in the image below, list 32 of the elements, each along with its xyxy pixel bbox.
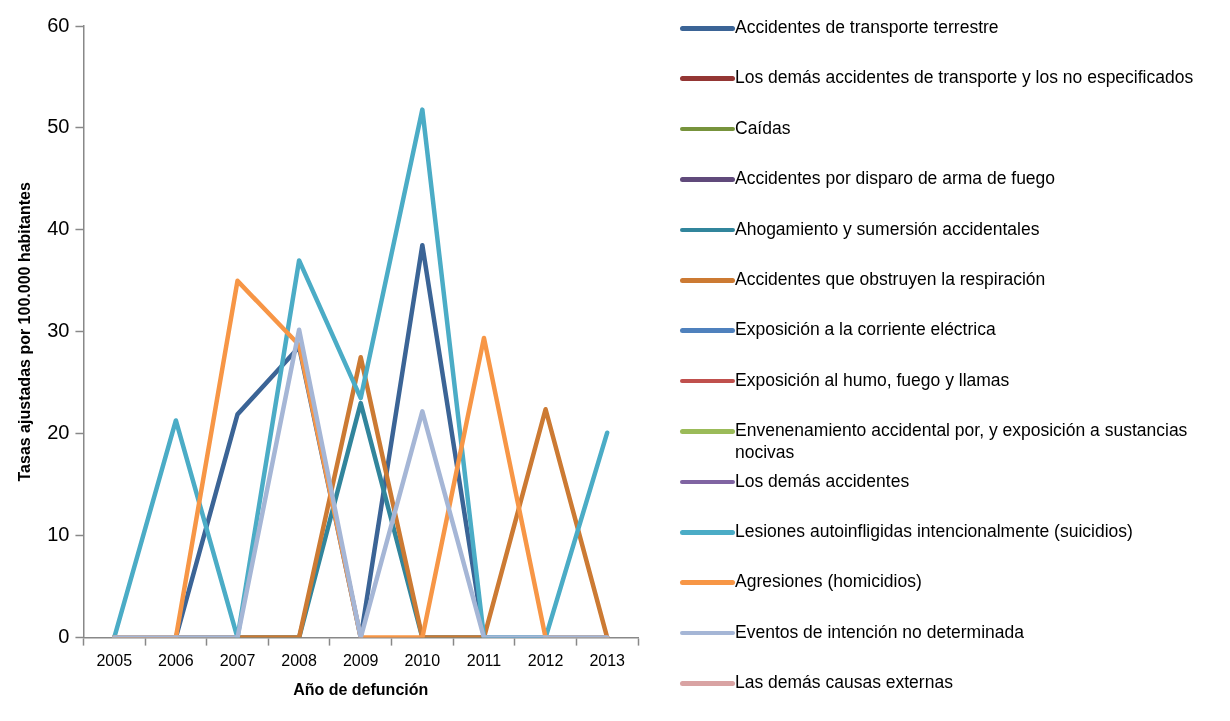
x-tick-label: 2005 xyxy=(96,651,133,669)
legend-label: Los demás accidentes de transporte y los no especificados xyxy=(735,66,1195,89)
legend-label: Lesiones autoinfligidas intencionalmente (suicidios) xyxy=(735,520,1134,542)
x-tick-label: 2009 xyxy=(342,651,379,669)
y-tick-label: 40 xyxy=(47,217,70,240)
legend-label: Exposición a la corriente eléctrica xyxy=(735,318,997,341)
legend-label: Ahogamiento y sumersión accidentales xyxy=(735,217,1041,240)
x-tick-label: 2006 xyxy=(158,651,194,669)
legend-label: Accidentes por disparo de arma de fuego xyxy=(735,167,1057,190)
y-tick-label: 50 xyxy=(47,115,70,138)
legend-label: Envenenamiento accidental por, y exposición a sustancias nocivas xyxy=(735,419,1189,464)
y-axis-title: Tasas ajustadas por 100.000 habitantes xyxy=(16,182,34,482)
legend-label: Los demás accidentes xyxy=(735,469,911,492)
legend-label: Accidentes de transporte terrestre xyxy=(735,16,1000,38)
x-tick-label: 2010 xyxy=(404,651,441,669)
x-tick-label: 2007 xyxy=(219,651,256,669)
y-tick-label: 0 xyxy=(58,625,70,648)
x-axis-title: Año de defunción xyxy=(293,680,429,698)
y-tick-label: 60 xyxy=(47,13,70,36)
x-tick-label: 2013 xyxy=(589,651,626,669)
y-tick-label: 10 xyxy=(47,523,70,546)
y-tick-label: 20 xyxy=(47,421,70,444)
legend-label: Agresiones (homicidios) xyxy=(735,570,923,593)
legend-label: Exposición al humo, fuego y llamas xyxy=(735,368,1011,391)
legend-label: Accidentes que obstruyen la respiración xyxy=(735,268,1047,290)
x-tick-label: 2011 xyxy=(466,651,502,669)
x-tick-label: 2012 xyxy=(527,651,564,669)
legend-label: Eventos de intención no determinada xyxy=(735,620,1025,643)
y-tick-label: 30 xyxy=(47,319,70,342)
legend-label: Caídas xyxy=(735,116,792,139)
legend-label: Las demás causas externas xyxy=(735,671,954,694)
x-tick-label: 2008 xyxy=(281,651,317,669)
